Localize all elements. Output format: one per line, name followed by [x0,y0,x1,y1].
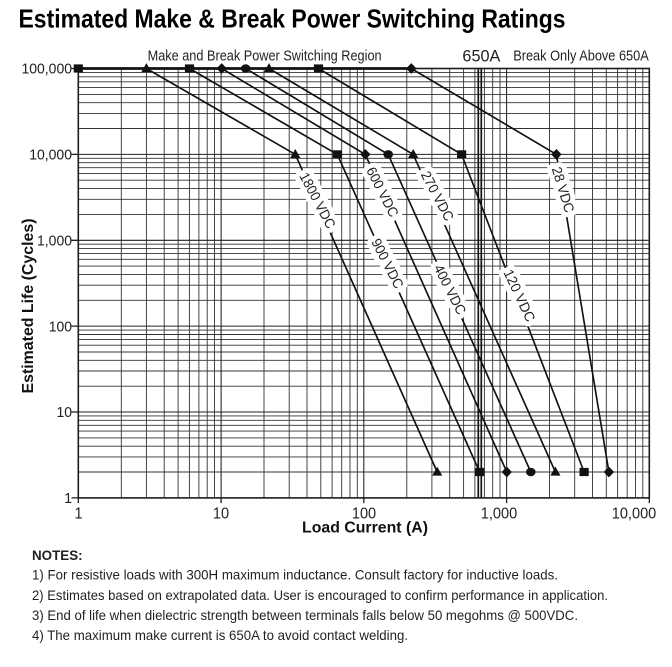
svg-text:10: 10 [213,506,229,523]
svg-text:Estimated Life (Cycles): Estimated Life (Cycles) [20,219,37,394]
svg-text:650A: 650A [462,46,501,65]
svg-text:1: 1 [64,490,72,507]
svg-text:1,000: 1,000 [37,233,72,250]
svg-text:3) End of life when dielectric: 3) End of life when dielectric strength … [32,607,578,623]
svg-text:10,000: 10,000 [29,147,72,164]
svg-text:100: 100 [352,506,376,523]
svg-text:10: 10 [57,404,73,421]
svg-text:100: 100 [49,318,72,335]
svg-text:NOTES:: NOTES: [32,547,83,563]
svg-text:10,000: 10,000 [612,506,657,523]
svg-text:4) The maximum make current is: 4) The maximum make current is 650A to a… [32,627,408,643]
svg-text:Load Current (A): Load Current (A) [302,520,428,537]
svg-text:Make and Break Power Switching: Make and Break Power Switching Region [148,49,382,65]
svg-text:Estimated Make & Break Power S: Estimated Make & Break Power Switching R… [19,4,566,34]
svg-text:1: 1 [74,506,82,523]
svg-text:1,000: 1,000 [481,506,518,523]
svg-text:100,000: 100,000 [22,61,73,78]
svg-text:2) Estimates based on extrapol: 2) Estimates based on extrapolated data.… [32,587,608,603]
svg-text:Break Only Above 650A: Break Only Above 650A [513,49,649,65]
svg-text:1) For resistive loads with 30: 1) For resistive loads with 300H maximum… [32,566,558,582]
